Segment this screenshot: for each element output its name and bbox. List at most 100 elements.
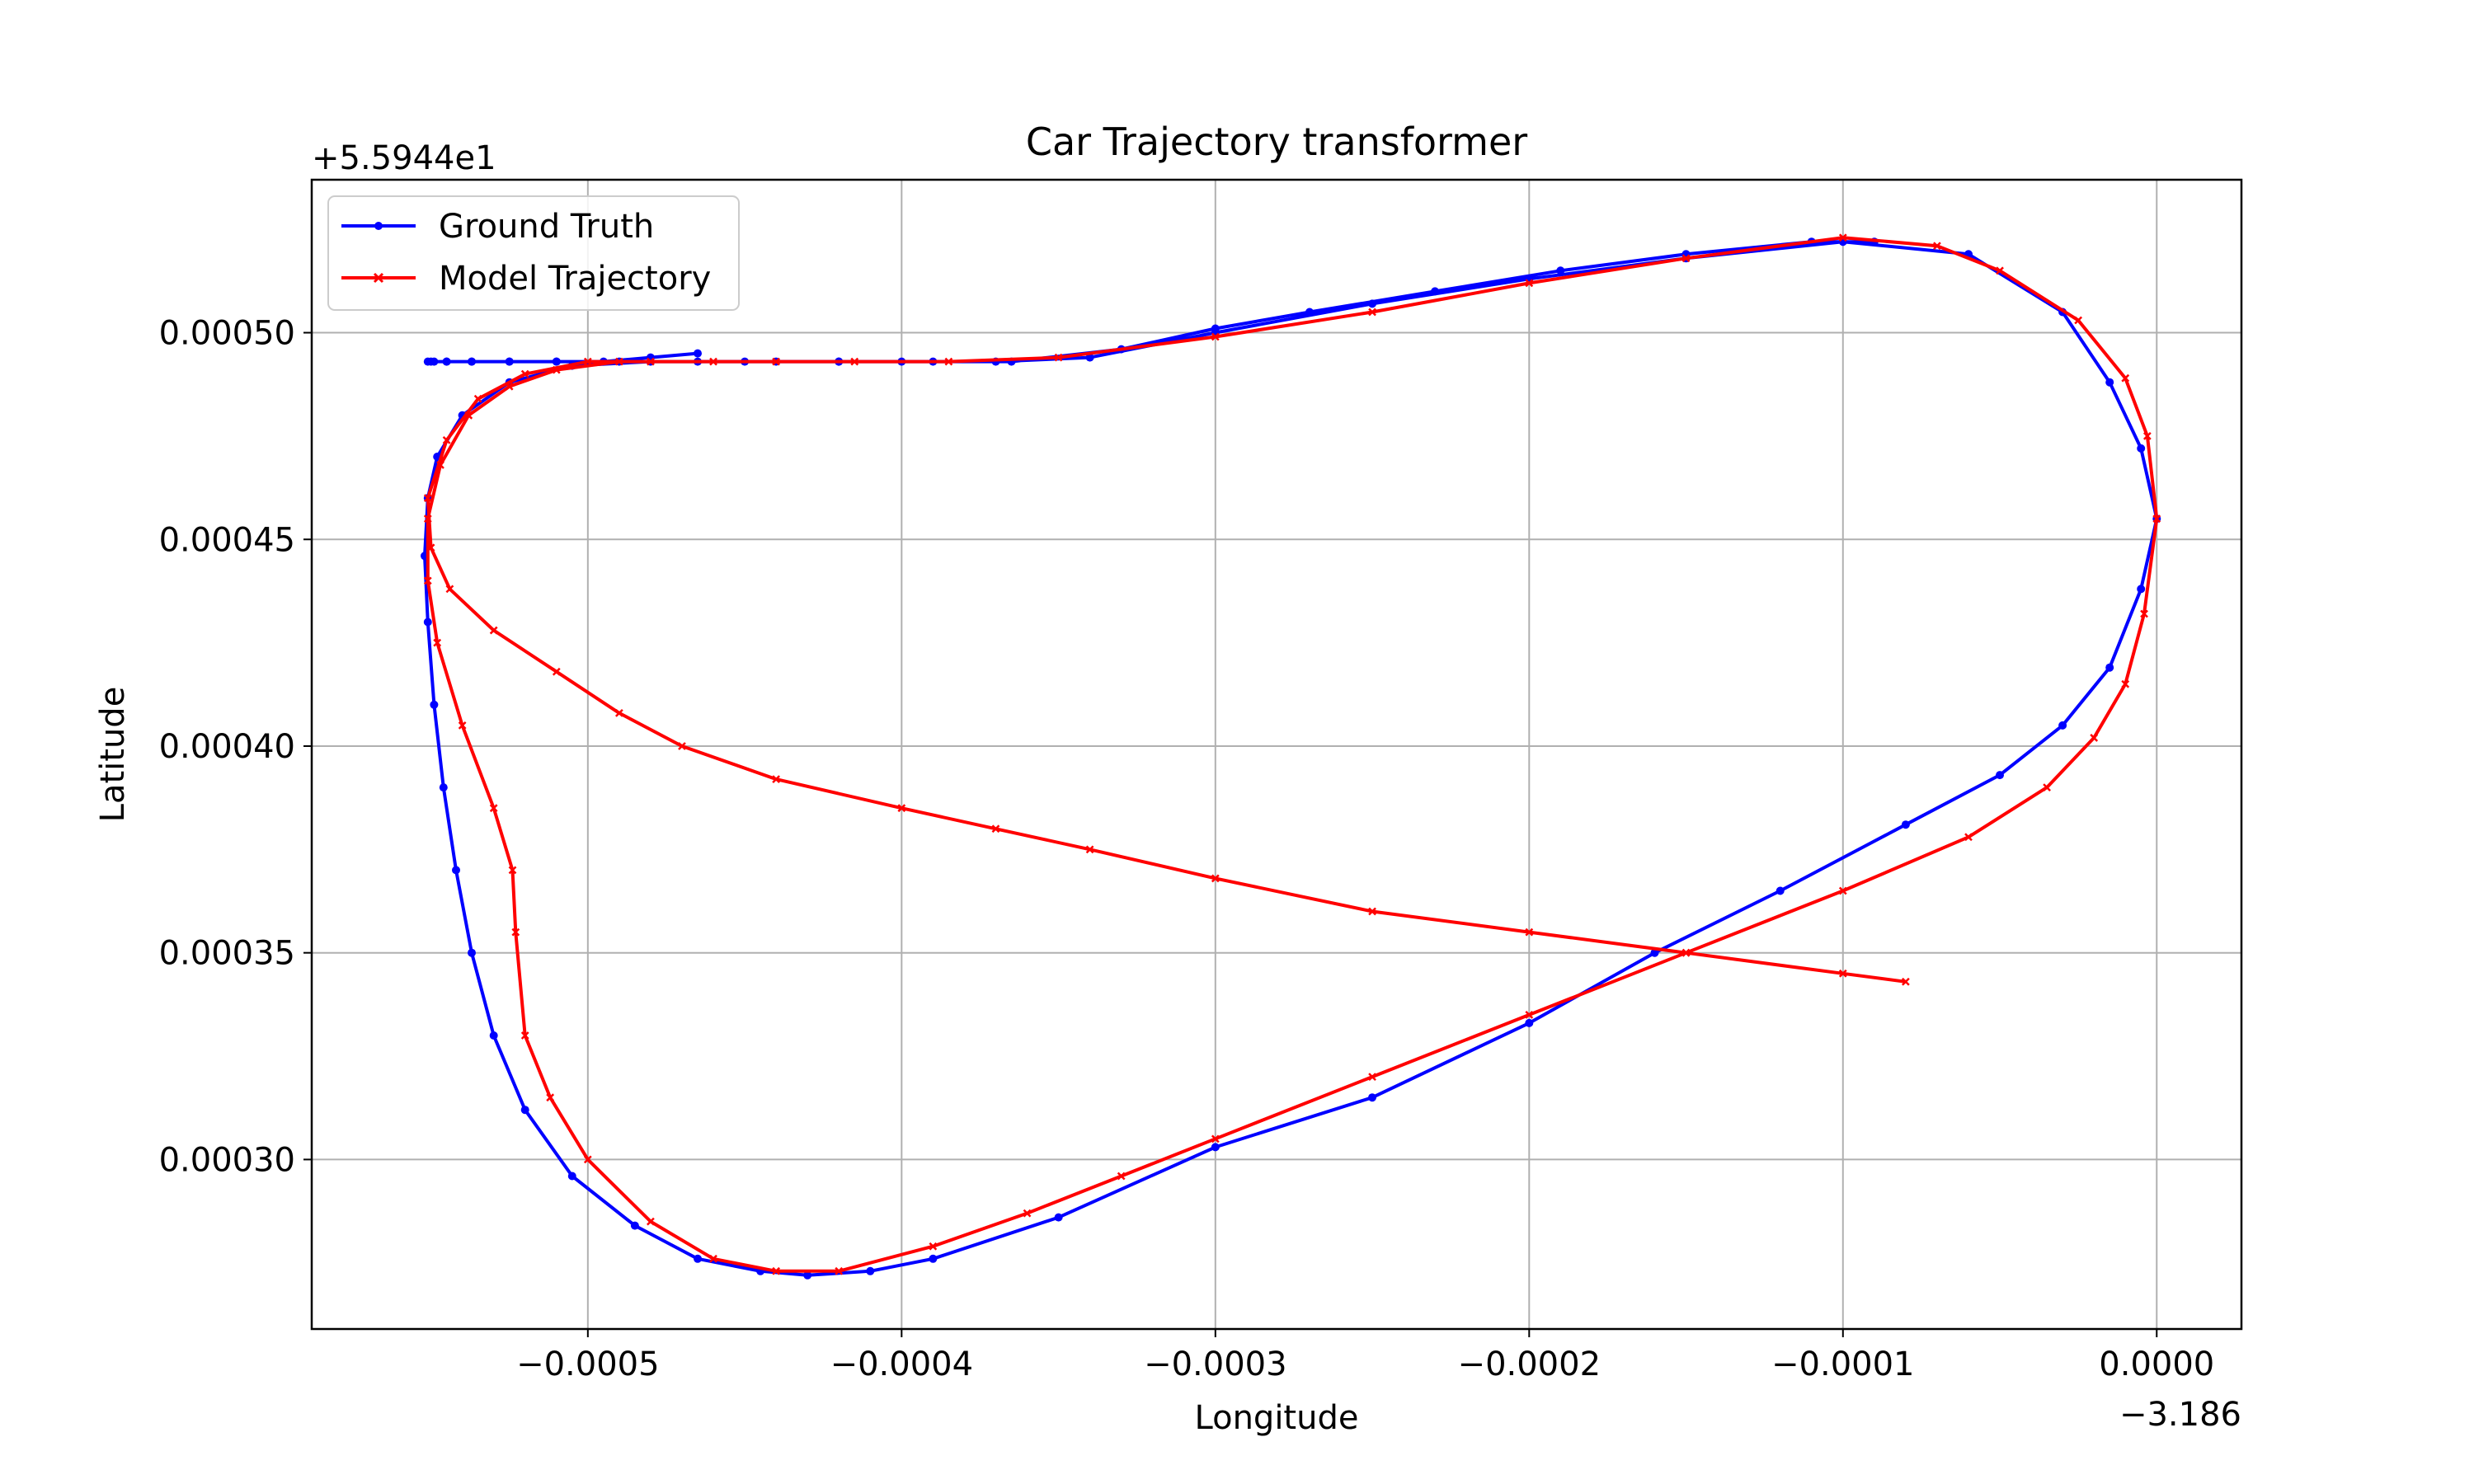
series-point-ground-truth: [1211, 1143, 1220, 1152]
series-point-model-trajectory: [1838, 969, 1847, 978]
series-point-ground-truth: [2058, 721, 2067, 730]
series-point-model-trajectory: [546, 1093, 555, 1102]
series-point-model-trajectory: [1838, 886, 1847, 895]
legend-label-ground-truth: Ground Truth: [439, 208, 654, 246]
series-point-model-trajectory: [423, 494, 432, 502]
series-point-model-trajectory: [991, 824, 1000, 834]
series-point-ground-truth: [505, 357, 514, 366]
series-point-model-trajectory: [2074, 316, 2083, 325]
series-point-model-trajectory: [442, 436, 451, 444]
series-point-model-trajectory: [2121, 679, 2130, 688]
series-point-ground-truth: [430, 700, 439, 709]
series-point-model-trajectory: [1838, 233, 1847, 242]
series-point-ground-truth: [1650, 948, 1659, 957]
series-point-ground-truth: [452, 866, 460, 875]
series-point-model-trajectory: [850, 357, 859, 366]
series-point-ground-truth: [468, 357, 476, 366]
series-point-ground-truth: [520, 1106, 529, 1115]
series-point-model-trajectory: [1368, 308, 1376, 317]
series-point-model-trajectory: [1085, 845, 1094, 854]
chart-title: Car Trajectory transformer: [1026, 120, 1527, 164]
series-point-ground-truth: [2137, 585, 2146, 594]
series-point-model-trajectory: [709, 1254, 717, 1263]
series-point-ground-truth: [694, 1254, 702, 1263]
y-tick-label: 0.00040: [159, 728, 295, 766]
x-tick-label: −0.0005: [516, 1345, 659, 1383]
series-point-model-trajectory: [473, 394, 482, 403]
series-point-model-trajectory: [2043, 783, 2051, 791]
series-point-model-trajectory: [614, 357, 623, 366]
series-point-ground-truth: [694, 349, 702, 358]
series-point-model-trajectory: [1023, 1209, 1032, 1218]
series-point-model-trajectory: [464, 411, 473, 420]
series-point-model-trajectory: [2152, 514, 2161, 524]
series-point-ground-truth: [1996, 771, 2004, 780]
series-point-model-trajectory: [583, 1155, 592, 1164]
series-point-model-trajectory: [772, 357, 781, 366]
y-axis-ticks: 0.00030 0.00035 0.00040 0.00045 0.00050: [159, 315, 312, 1179]
series-point-ground-truth: [2137, 444, 2146, 453]
series-point-model-trajectory: [436, 461, 444, 469]
series-point-model-trajectory: [1368, 1073, 1376, 1082]
series-model-trajectory: [423, 233, 2161, 1275]
series-point-ground-truth: [423, 357, 432, 366]
series-point-ground-truth: [1431, 287, 1440, 296]
series-point-ground-truth: [439, 783, 448, 792]
x-tick-label: −0.0002: [1458, 1345, 1601, 1383]
series-point-ground-truth: [1556, 266, 1565, 275]
series-point-ground-truth: [423, 618, 432, 627]
series-point-model-trajectory: [1525, 1011, 1534, 1019]
series-point-model-trajectory: [552, 365, 561, 374]
series-point-model-trajectory: [1211, 1134, 1220, 1144]
series-point-model-trajectory: [426, 543, 435, 552]
series-point-ground-truth: [1901, 820, 1910, 829]
series-point-ground-truth: [1368, 299, 1376, 308]
series-point-model-trajectory: [2140, 609, 2148, 618]
series-line-model-trajectory: [426, 236, 2159, 1273]
series-point-model-trajectory: [929, 1242, 938, 1251]
series-point-ground-truth: [489, 1031, 498, 1040]
series-point-model-trajectory: [1211, 874, 1220, 883]
x-tick-label: 0.0000: [2099, 1345, 2214, 1383]
series-point-ground-truth: [866, 1266, 875, 1275]
series-point-model-trajectory: [520, 369, 529, 378]
series-point-model-trajectory: [511, 928, 520, 937]
series-point-ground-truth: [468, 948, 476, 957]
series-point-model-trajectory: [647, 357, 655, 366]
grid-lines: [312, 180, 2241, 1329]
series-point-model-trajectory: [1054, 353, 1063, 362]
series-point-ground-truth: [1054, 1213, 1063, 1222]
series-point-model-trajectory: [583, 357, 592, 366]
plot-frame: [310, 178, 2243, 1331]
x-tick-label: −0.0004: [830, 1345, 973, 1383]
series-point-model-trajectory: [1211, 332, 1220, 341]
series-point-ground-truth: [567, 1172, 576, 1181]
series-point-model-trajectory: [505, 382, 514, 391]
series-point-ground-truth: [1305, 308, 1314, 317]
series-point-ground-truth: [803, 1270, 812, 1280]
legend: Ground Truth Model Trajectory: [327, 195, 740, 311]
series-point-ground-truth: [430, 357, 439, 366]
series-point-ground-truth: [1211, 324, 1220, 333]
x-axis-ticks: −0.0005 −0.0004 −0.0003 −0.0002 −0.0001 0.000…: [516, 1329, 2214, 1383]
y-offset-label: +5.5944e1: [312, 139, 496, 177]
series-point-model-trajectory: [489, 626, 498, 635]
legend-marker-model-trajectory: [373, 272, 384, 284]
series-point-model-trajectory: [2121, 373, 2130, 383]
y-tick-label: 0.00030: [159, 1141, 295, 1179]
series-point-model-trajectory: [1117, 1172, 1126, 1181]
series-point-model-trajectory: [2090, 734, 2099, 742]
series-point-model-trajectory: [520, 1031, 529, 1040]
series-point-model-trajectory: [489, 804, 498, 813]
series-point-model-trajectory: [1933, 242, 1941, 251]
series-point-model-trajectory: [678, 742, 686, 750]
series-point-model-trajectory: [552, 667, 561, 676]
x-axis-label: Longitude: [1195, 1399, 1359, 1437]
series-point-ground-truth: [1368, 1093, 1376, 1102]
plot-series: [421, 233, 2161, 1280]
series-point-model-trajectory: [445, 585, 454, 594]
series-point-model-trajectory: [1901, 977, 1910, 986]
series-point-model-trajectory: [423, 576, 432, 585]
legend-box: [327, 195, 740, 311]
